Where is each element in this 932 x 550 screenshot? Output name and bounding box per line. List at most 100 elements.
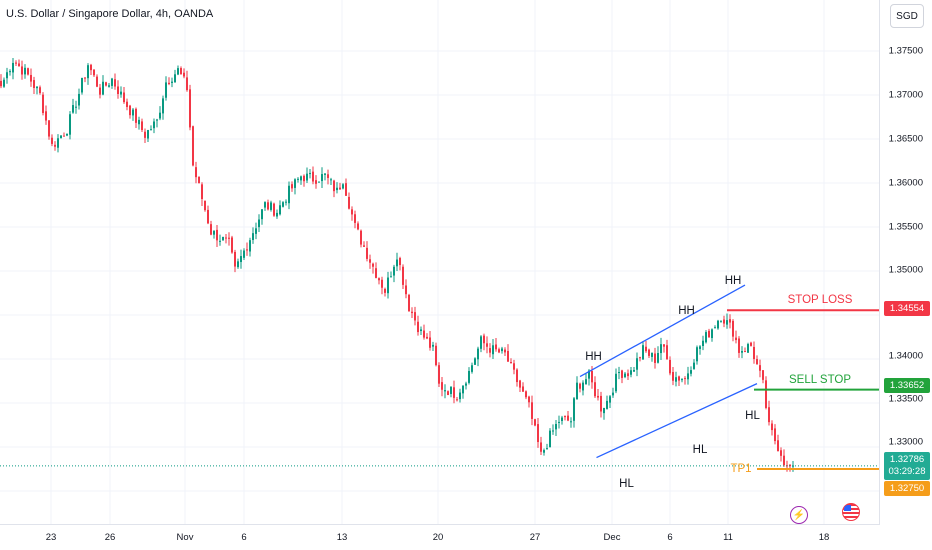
candle-body bbox=[474, 358, 476, 365]
candle-body bbox=[378, 278, 380, 281]
candle-body bbox=[132, 109, 134, 116]
candle-body bbox=[369, 259, 371, 263]
price-axis[interactable]: 1.37500 1.37000 1.36500 1.36000 1.35500 … bbox=[879, 0, 932, 524]
candle-body bbox=[690, 370, 692, 374]
candle-body bbox=[60, 135, 62, 139]
candle-body bbox=[330, 179, 332, 181]
candle-body bbox=[699, 346, 701, 349]
candle-body bbox=[135, 108, 137, 123]
candle-body bbox=[459, 392, 461, 400]
candle-body bbox=[156, 119, 158, 121]
x-tick-label: 6 bbox=[241, 532, 247, 543]
candle-body bbox=[291, 184, 293, 189]
candle-body bbox=[381, 279, 383, 288]
candle-body bbox=[324, 173, 326, 175]
candle-body bbox=[309, 173, 311, 175]
candle-body bbox=[402, 266, 404, 285]
lightning-event-icon[interactable]: ⚡ bbox=[790, 506, 808, 524]
candle-body bbox=[480, 336, 482, 349]
candle-body bbox=[165, 82, 167, 98]
candle-body bbox=[453, 387, 455, 398]
candle-body bbox=[159, 112, 161, 119]
y-tick-label: 1.37000 bbox=[888, 89, 923, 101]
x-tick-label: 26 bbox=[104, 532, 116, 543]
x-tick-label: Nov bbox=[176, 532, 194, 543]
candle-body bbox=[561, 417, 563, 421]
candle-body bbox=[537, 424, 539, 443]
chart-title: U.S. Dollar / Singapore Dollar, 4h, OAND… bbox=[6, 8, 214, 20]
x-tick-label: 18 bbox=[818, 532, 830, 543]
candle-body bbox=[24, 67, 26, 75]
candle-body bbox=[654, 353, 656, 363]
candle-body bbox=[735, 337, 737, 341]
candle-body bbox=[90, 64, 92, 71]
candle-body bbox=[141, 121, 143, 130]
sell-stop-label: SELL STOP bbox=[788, 373, 852, 386]
candle-body bbox=[618, 372, 620, 374]
candle-body bbox=[522, 386, 524, 392]
candle-body bbox=[531, 402, 533, 419]
candle-body bbox=[6, 72, 8, 79]
candle-body bbox=[219, 240, 221, 242]
candle-body bbox=[714, 327, 716, 329]
candle-body bbox=[612, 392, 614, 396]
candle-body bbox=[336, 187, 338, 191]
candle-body bbox=[375, 268, 377, 278]
candle-body bbox=[420, 329, 422, 332]
candle-body bbox=[711, 329, 713, 339]
x-tick-label: Dec bbox=[603, 532, 621, 543]
candle-body bbox=[177, 68, 179, 75]
candle-body bbox=[564, 415, 566, 418]
candle-body bbox=[255, 228, 257, 234]
candle-body bbox=[294, 179, 296, 188]
y-tick-label: 1.36000 bbox=[888, 177, 923, 189]
candle-body bbox=[288, 185, 290, 204]
candle-body bbox=[732, 320, 734, 337]
candle-body bbox=[315, 180, 317, 184]
currency-button[interactable]: SGD bbox=[890, 4, 924, 28]
candle-body bbox=[429, 337, 431, 348]
candle-body bbox=[318, 181, 320, 183]
candle-body bbox=[48, 120, 50, 137]
candle-body bbox=[150, 129, 152, 131]
candle-body bbox=[276, 212, 278, 217]
candle-body bbox=[540, 442, 542, 452]
x-tick-label: 27 bbox=[529, 532, 541, 543]
candle-body bbox=[657, 352, 659, 363]
candle-body bbox=[447, 391, 449, 396]
candle-body bbox=[774, 428, 776, 442]
candle-body bbox=[432, 344, 434, 347]
candle-body bbox=[405, 285, 407, 295]
candle-body bbox=[93, 69, 95, 76]
candle-body bbox=[762, 370, 764, 380]
candle-body bbox=[108, 85, 110, 87]
y-tick-label: 1.35500 bbox=[888, 221, 923, 233]
candle-body bbox=[750, 342, 752, 346]
candle-body bbox=[423, 330, 425, 338]
candle-body bbox=[486, 343, 488, 347]
hl-label: HL bbox=[619, 477, 634, 490]
candle-body bbox=[444, 390, 446, 392]
candle-body bbox=[585, 379, 587, 385]
stop-loss-price-tag: 1.34554 bbox=[884, 301, 930, 316]
us-flag-event-icon[interactable] bbox=[842, 503, 860, 521]
candle-body bbox=[501, 348, 503, 352]
candle-body bbox=[99, 87, 101, 95]
candle-body bbox=[642, 345, 644, 360]
candle-body bbox=[747, 344, 749, 353]
y-tick-label: 1.34000 bbox=[888, 350, 923, 362]
hh-label: HH bbox=[678, 304, 695, 317]
candle-body bbox=[192, 126, 194, 166]
y-tick-label: 1.33000 bbox=[888, 436, 923, 448]
candle-body bbox=[633, 369, 635, 372]
candle-body bbox=[357, 223, 359, 230]
candle-body bbox=[468, 370, 470, 383]
candle-body bbox=[681, 379, 683, 381]
candle-body bbox=[741, 351, 743, 353]
candle-body bbox=[168, 82, 170, 84]
candle-body bbox=[198, 176, 200, 184]
lower-channel-line bbox=[596, 383, 758, 459]
upper-channel-line bbox=[579, 284, 746, 378]
candle-body bbox=[78, 93, 80, 106]
